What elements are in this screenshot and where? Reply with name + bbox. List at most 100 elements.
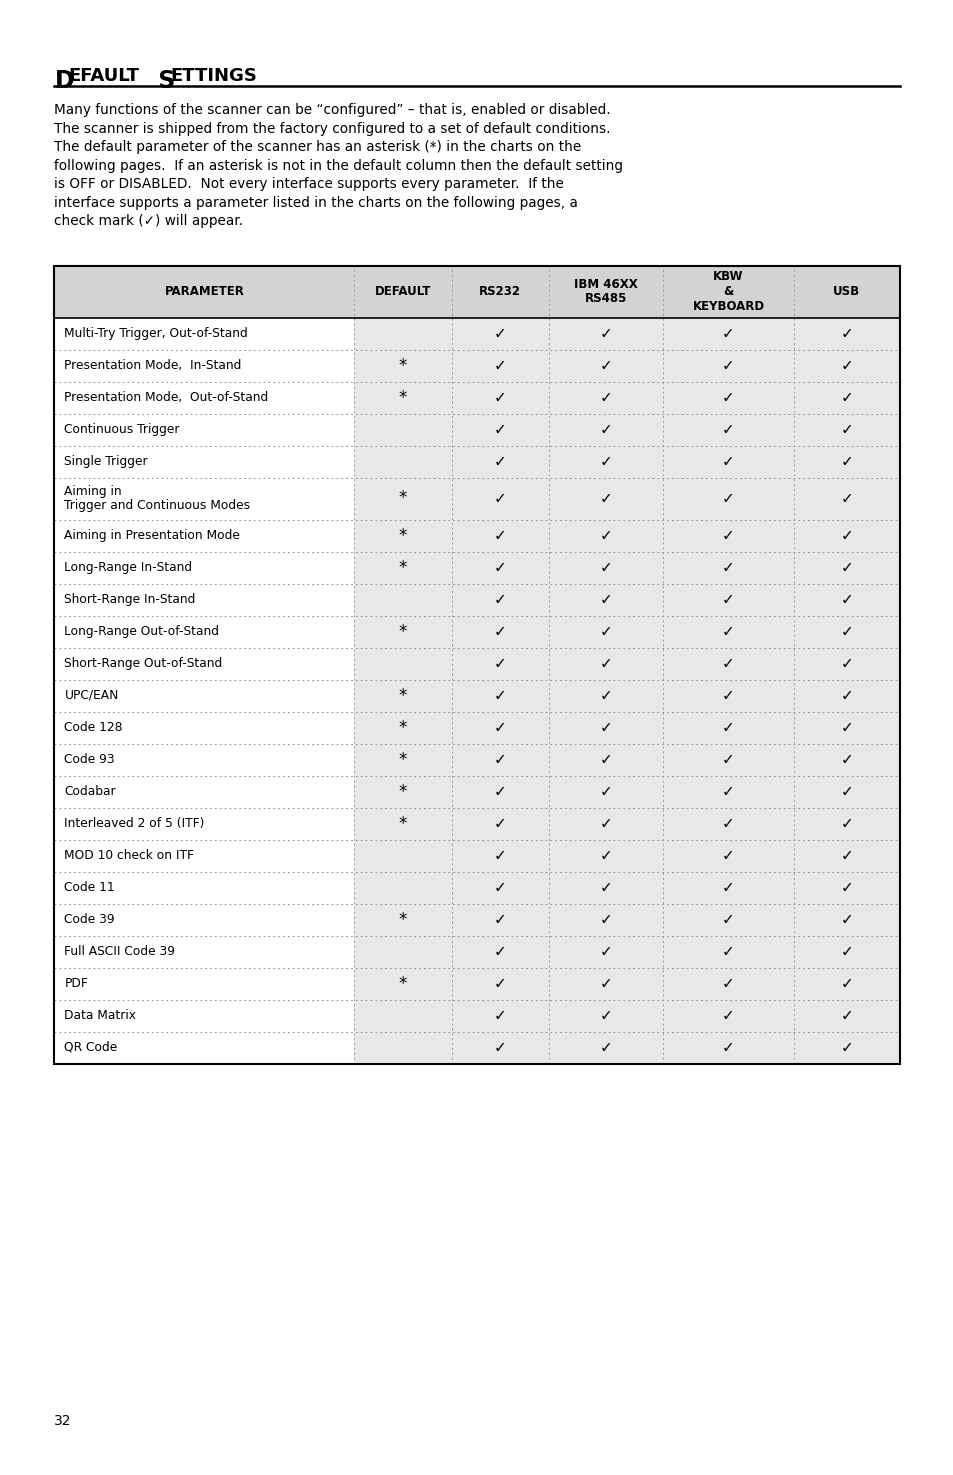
Bar: [662, 839, 793, 872]
Text: *: *: [398, 910, 407, 928]
Text: ✓: ✓: [494, 816, 506, 830]
Text: *: *: [398, 490, 407, 507]
Bar: [451, 968, 548, 1000]
Text: ✓: ✓: [721, 848, 734, 863]
Text: Continuous Trigger: Continuous Trigger: [64, 423, 180, 437]
Text: Multi-Try Trigger, Out-of-Stand: Multi-Try Trigger, Out-of-Stand: [64, 327, 248, 341]
Bar: [54, 711, 355, 743]
Bar: [451, 648, 548, 680]
Bar: [451, 382, 548, 413]
Text: ✓: ✓: [598, 326, 612, 341]
Bar: [548, 872, 662, 904]
Bar: [451, 552, 548, 584]
Bar: [54, 615, 355, 648]
Bar: [54, 317, 355, 350]
Bar: [662, 743, 793, 776]
Text: ✓: ✓: [721, 752, 734, 767]
Text: ✓: ✓: [494, 687, 506, 704]
Bar: [793, 382, 899, 413]
Text: ✓: ✓: [721, 560, 734, 575]
Text: ✓: ✓: [494, 624, 506, 639]
Text: QR Code: QR Code: [64, 1041, 117, 1055]
Bar: [662, 584, 793, 615]
Text: ✓: ✓: [840, 720, 852, 735]
Bar: [54, 839, 355, 872]
Bar: [451, 584, 548, 615]
Text: ✓: ✓: [721, 1040, 734, 1055]
Bar: [451, 350, 548, 382]
Bar: [548, 776, 662, 807]
Text: ✓: ✓: [598, 560, 612, 575]
Text: D: D: [54, 69, 74, 93]
Text: Long-Range Out-of-Stand: Long-Range Out-of-Stand: [64, 625, 219, 639]
Bar: [793, 615, 899, 648]
Bar: [355, 711, 451, 743]
Text: ✓: ✓: [721, 491, 734, 506]
Bar: [451, 743, 548, 776]
Bar: [548, 711, 662, 743]
Bar: [662, 680, 793, 711]
Bar: [54, 266, 899, 317]
Text: Full ASCII Code 39: Full ASCII Code 39: [64, 945, 175, 957]
Bar: [662, 552, 793, 584]
Bar: [548, 968, 662, 1000]
Text: ✓: ✓: [721, 528, 734, 543]
Bar: [355, 584, 451, 615]
Text: ✓: ✓: [721, 591, 734, 608]
Text: ✓: ✓: [494, 912, 506, 926]
Text: interface supports a parameter listed in the charts on the following pages, a: interface supports a parameter listed in…: [54, 196, 578, 209]
Bar: [355, 317, 451, 350]
Bar: [355, 445, 451, 478]
Text: ✓: ✓: [840, 656, 852, 671]
Bar: [662, 711, 793, 743]
Text: DEFAULT: DEFAULT: [375, 285, 431, 298]
Text: ✓: ✓: [721, 624, 734, 639]
Bar: [793, 935, 899, 968]
Bar: [54, 478, 355, 519]
Text: ✓: ✓: [840, 454, 852, 469]
Bar: [451, 1000, 548, 1031]
Text: ✓: ✓: [721, 389, 734, 406]
Text: *: *: [398, 388, 407, 407]
Bar: [451, 1031, 548, 1063]
Text: ✓: ✓: [840, 528, 852, 543]
Bar: [451, 478, 548, 519]
Text: ✓: ✓: [721, 687, 734, 704]
Text: UPC/EAN: UPC/EAN: [64, 689, 118, 702]
Bar: [54, 743, 355, 776]
Text: ✓: ✓: [494, 528, 506, 543]
Bar: [451, 680, 548, 711]
Bar: [548, 904, 662, 935]
Text: ✓: ✓: [598, 720, 612, 735]
Bar: [451, 904, 548, 935]
Text: ✓: ✓: [494, 656, 506, 671]
Text: *: *: [398, 814, 407, 832]
Bar: [793, 350, 899, 382]
Text: ✓: ✓: [598, 624, 612, 639]
Bar: [54, 648, 355, 680]
Text: ✓: ✓: [840, 560, 852, 575]
Bar: [451, 519, 548, 552]
Bar: [355, 680, 451, 711]
Bar: [662, 872, 793, 904]
Text: Aiming in
Trigger and Continuous Modes: Aiming in Trigger and Continuous Modes: [64, 484, 251, 512]
Text: ✓: ✓: [840, 389, 852, 406]
Bar: [54, 445, 355, 478]
Text: ✓: ✓: [721, 720, 734, 735]
Text: ✓: ✓: [721, 785, 734, 799]
Text: ✓: ✓: [598, 422, 612, 437]
Text: ✓: ✓: [721, 656, 734, 671]
Text: ✓: ✓: [840, 422, 852, 437]
Text: ✓: ✓: [494, 326, 506, 341]
Text: ✓: ✓: [840, 881, 852, 895]
Bar: [54, 519, 355, 552]
Bar: [355, 350, 451, 382]
Text: ✓: ✓: [598, 591, 612, 608]
Bar: [548, 478, 662, 519]
Text: 32: 32: [54, 1415, 71, 1428]
Bar: [451, 317, 548, 350]
Text: ✓: ✓: [840, 687, 852, 704]
Bar: [355, 648, 451, 680]
Text: ✓: ✓: [598, 881, 612, 895]
Text: EFAULT: EFAULT: [69, 68, 139, 86]
